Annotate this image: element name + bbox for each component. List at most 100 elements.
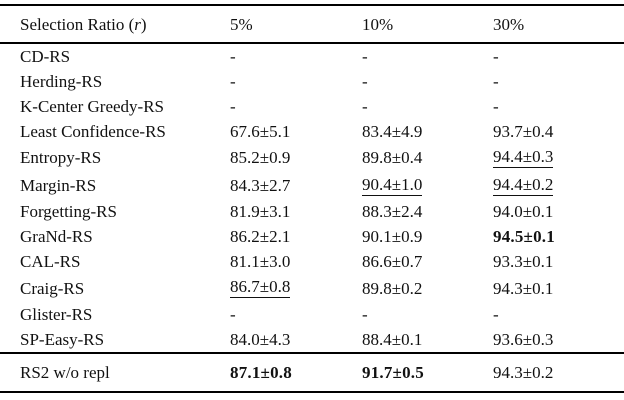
value-cell: - — [362, 73, 493, 90]
value-cell: - — [493, 306, 624, 323]
method-name: Least Confidence-RS — [20, 121, 166, 141]
value-cell: 93.6±0.3 — [493, 331, 624, 348]
header-ratio-10pct: 10% — [362, 14, 394, 34]
value-text: - — [230, 305, 236, 325]
value-cell: 94.5±0.1 — [493, 228, 624, 245]
table-row: Least Confidence-RS 67.6±5.1 83.4±4.9 93.7±… — [0, 119, 624, 144]
value-text: 86.6±0.7 — [362, 252, 423, 272]
value-text: - — [493, 46, 499, 66]
method-name: Margin-RS — [20, 176, 97, 196]
value-text: 94.0±0.1 — [493, 202, 554, 222]
value-cell: - — [230, 98, 362, 115]
value-cell: 81.9±3.1 — [230, 203, 362, 220]
value-text: 93.6±0.3 — [493, 330, 554, 350]
value-text: 87.1±0.8 — [230, 362, 292, 382]
value-cell: 94.4±0.2 — [493, 176, 624, 196]
value-cell: 67.6±5.1 — [230, 123, 362, 140]
value-cell: - — [493, 98, 624, 115]
value-text: - — [230, 96, 236, 116]
value-cell: - — [230, 306, 362, 323]
value-text: 89.8±0.4 — [362, 148, 423, 168]
value-text: 81.9±3.1 — [230, 202, 291, 222]
value-text: 93.3±0.1 — [493, 252, 554, 272]
header-selection-ratio-prefix: Selection Ratio ( — [20, 14, 135, 34]
value-cell: 86.7±0.8 — [230, 277, 362, 299]
header-ratio-30pct: 30% — [493, 14, 525, 34]
value-text: 93.7±0.4 — [493, 121, 554, 141]
value-cell: 88.3±2.4 — [362, 203, 493, 220]
value-text: 81.1±3.0 — [230, 252, 291, 272]
value-text: 94.3±0.2 — [493, 362, 554, 382]
value-text: 84.0±4.3 — [230, 330, 291, 350]
value-cell: 91.7±0.5 — [362, 364, 493, 381]
value-text: 88.3±2.4 — [362, 202, 423, 222]
table-row: GraNd-RS 86.2±2.1 90.1±0.9 94.5±0.1 — [0, 224, 624, 249]
table-mid-rule — [0, 352, 624, 354]
value-text: 84.3±2.7 — [230, 176, 291, 196]
value-cell: 94.0±0.1 — [493, 203, 624, 220]
value-cell: 94.3±0.1 — [493, 280, 624, 297]
value-cell: 86.6±0.7 — [362, 253, 493, 270]
header-selection-ratio: Selection Ratio (r) — [0, 16, 230, 33]
table-row: Margin-RS 84.3±2.7 90.4±1.0 94.4±0.2 — [0, 172, 624, 200]
value-cell: 84.0±4.3 — [230, 331, 362, 348]
value-cell: - — [362, 48, 493, 65]
method-name: Herding-RS — [20, 71, 103, 91]
value-text: - — [493, 96, 499, 116]
value-text: 86.7±0.8 — [230, 277, 291, 299]
value-text: 91.7±0.5 — [362, 362, 424, 382]
value-text: - — [362, 305, 368, 325]
method-name: Craig-RS — [20, 278, 85, 298]
method-name: K-Center Greedy-RS — [20, 96, 164, 116]
table-row: CD-RS - - - — [0, 44, 624, 69]
value-cell: 84.3±2.7 — [230, 177, 362, 194]
table-footer-row: RS2 w/o repl 87.1±0.8 91.7±0.5 94.3±0.2 — [0, 354, 624, 391]
value-cell: - — [362, 306, 493, 323]
value-text: - — [230, 71, 236, 91]
table-row: SP-Easy-RS 84.0±4.3 88.4±0.1 93.6±0.3 — [0, 327, 624, 352]
method-name: Forgetting-RS — [20, 202, 117, 222]
value-text: 94.5±0.1 — [493, 227, 555, 247]
value-text: 90.4±1.0 — [362, 174, 423, 196]
value-text: 86.2±2.1 — [230, 227, 291, 247]
value-cell: 86.2±2.1 — [230, 228, 362, 245]
value-cell: 94.4±0.3 — [493, 148, 624, 168]
table-header-rule — [0, 42, 624, 44]
value-cell: - — [493, 48, 624, 65]
value-cell: 93.7±0.4 — [493, 123, 624, 140]
value-text: 85.2±0.9 — [230, 148, 291, 168]
value-text: - — [362, 96, 368, 116]
table-row: Forgetting-RS 81.9±3.1 88.3±2.4 94.0±0.1 — [0, 200, 624, 225]
method-name: RS2 w/o repl — [20, 362, 110, 382]
method-name: SP-Easy-RS — [20, 330, 105, 350]
table-body: CD-RS - - - Herding-RS - - - K-Center Greedy-RS -… — [0, 44, 624, 352]
value-cell: 89.8±0.4 — [362, 149, 493, 166]
method-name: GraNd-RS — [20, 227, 93, 247]
method-name: CAL-RS — [20, 252, 81, 272]
value-cell: - — [230, 48, 362, 65]
table-bottom-rule — [0, 390, 624, 393]
value-text: 94.4±0.2 — [493, 174, 554, 196]
value-text: - — [362, 71, 368, 91]
value-cell: 93.3±0.1 — [493, 253, 624, 270]
header-selection-ratio-suffix: ) — [140, 14, 147, 34]
table-row: Entropy-RS 85.2±0.9 89.8±0.4 94.4±0.3 — [0, 144, 624, 172]
header-ratio-variable: r — [134, 14, 141, 34]
value-cell: 90.1±0.9 — [362, 228, 493, 245]
value-cell: 89.8±0.2 — [362, 280, 493, 297]
table-header-row: Selection Ratio (r) 5% 10% 30% — [0, 6, 624, 42]
table-row: CAL-RS 81.1±3.0 86.6±0.7 93.3±0.1 — [0, 249, 624, 274]
value-cell: 83.4±4.9 — [362, 123, 493, 140]
table-top-rule — [0, 4, 624, 6]
table-row: Herding-RS - - - — [0, 69, 624, 94]
value-text: 88.4±0.1 — [362, 330, 423, 350]
value-text: - — [362, 46, 368, 66]
value-text: 89.8±0.2 — [362, 278, 423, 298]
value-text: - — [493, 71, 499, 91]
value-text: 94.3±0.1 — [493, 278, 554, 298]
value-cell: 88.4±0.1 — [362, 331, 493, 348]
value-cell: 94.3±0.2 — [493, 364, 624, 381]
value-text: 90.1±0.9 — [362, 227, 423, 247]
value-text: - — [230, 46, 236, 66]
